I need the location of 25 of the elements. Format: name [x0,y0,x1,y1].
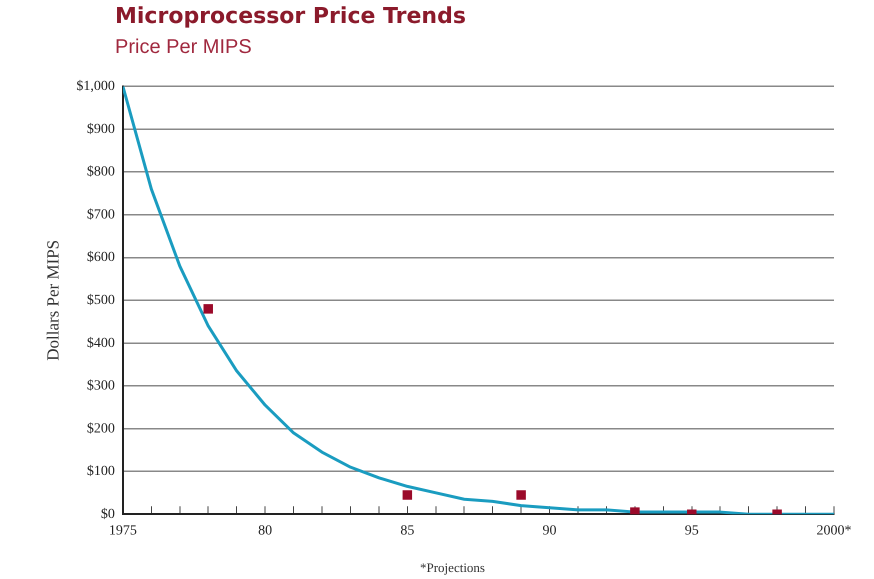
y-tick-label: $600 [86,250,115,266]
y-tick-label: $0 [100,506,115,522]
point [203,304,213,314]
x-tick-label: 85 [400,523,414,538]
x-tick-label: 1975 [108,523,137,538]
y-tick-label: $200 [86,421,115,436]
x-tick-label: 80 [258,523,272,538]
point [402,490,412,500]
y-tick-label: $500 [86,292,115,308]
y-tick-label: $700 [86,207,115,222]
point [516,490,526,500]
point [630,507,640,514]
chart-subtitle: Price Per MIPS [115,36,252,59]
text: *Projections [420,560,485,576]
y-tick-label: $800 [86,164,115,180]
x-tick-label: 2000* [816,523,852,538]
chart-title: Microprocessor Price Trends [115,4,466,29]
y-tick-label: $900 [86,122,115,137]
x-tick-label: 90 [542,523,557,538]
y-tick-label: $300 [86,378,115,394]
x-tick-label: 95 [684,523,699,538]
y-tick-label: $100 [86,464,115,480]
y-tick-label: $400 [86,336,115,351]
y-axis-title: Dollars Per MIPS [44,240,63,361]
y-tick-label: $1,000 [76,79,115,94]
